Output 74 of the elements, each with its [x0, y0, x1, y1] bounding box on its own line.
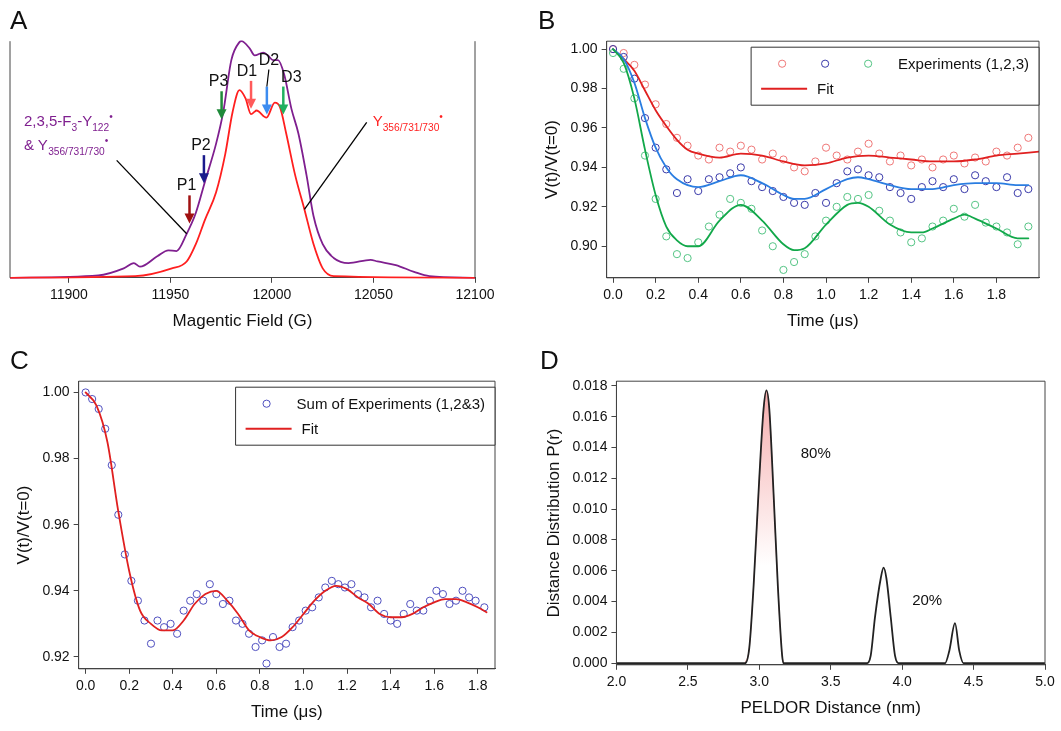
x-tick-label: 0.0	[603, 286, 623, 303]
x-axis-title: Time (μs)	[251, 702, 323, 722]
y-tick-label: 0.92	[42, 647, 70, 664]
x-tick-label: 3.0	[749, 673, 770, 690]
x-tick-label: 0.0	[75, 677, 96, 694]
y-tick-label: 0.96	[570, 118, 598, 135]
legend-label: Experiments (1,2,3)	[898, 54, 1030, 72]
y-tick-label: 0.012	[572, 469, 608, 486]
chart-title: D	[540, 344, 559, 375]
x-tick-label: 0.6	[206, 677, 227, 694]
annotation: 20%	[912, 591, 943, 609]
x-tick-label: 0.4	[163, 677, 183, 694]
x-tick-label: 11900	[49, 286, 89, 303]
x-tick-label: 5.0	[1035, 673, 1055, 690]
legend-label: Fit	[817, 79, 835, 97]
legend-label: Fit	[301, 419, 320, 437]
x-tick-label: 12000	[252, 286, 292, 303]
y-tick-label: 0.018	[572, 376, 608, 393]
y-tick-label: 0.94	[570, 158, 598, 175]
x-tick-label: 1.6	[944, 286, 964, 303]
x-tick-label: 0.6	[731, 286, 751, 303]
y-tick-label: 0.010	[572, 499, 608, 516]
y-tick-label: 0.98	[42, 449, 70, 466]
y-tick-label: 0.006	[572, 561, 608, 578]
x-tick-label: 0.2	[119, 677, 140, 694]
x-tick-label: 1.4	[380, 677, 401, 694]
y-axis-title: V(t)/V(t=0)	[541, 120, 561, 199]
annotation: P3	[208, 72, 229, 90]
y-tick-label: 0.90	[570, 237, 598, 254]
y-tick-label: 0.94	[42, 581, 70, 598]
x-axis-title: PELDOR Distance (nm)	[740, 698, 921, 718]
x-tick-label: 4.5	[963, 673, 984, 690]
x-tick-label: 2.5	[678, 673, 698, 690]
x-tick-label: 1.4	[901, 286, 922, 303]
y-tick-label: 1.00	[42, 383, 70, 400]
chart-title: A	[10, 4, 28, 35]
x-tick-label: 1.2	[858, 286, 879, 303]
x-tick-label: 0.8	[250, 677, 270, 694]
x-tick-label: 12100	[455, 286, 495, 303]
x-tick-label: 1.6	[424, 677, 445, 694]
y-tick-label: 0.98	[570, 79, 598, 96]
annotation: P2	[191, 136, 211, 154]
x-tick-label: 1.8	[986, 286, 1007, 303]
y-tick-label: 0.016	[572, 407, 608, 424]
chart-title: C	[10, 344, 29, 375]
y-axis-title: V(t)/V(t=0)	[13, 485, 33, 565]
y-tick-label: 0.008	[572, 530, 608, 547]
y-axis-title: Distance Distribution P(r)	[543, 428, 563, 618]
chart-title: B	[538, 4, 556, 35]
annotation: P1	[176, 176, 197, 194]
y-tick-label: 0.002	[572, 623, 608, 640]
x-tick-label: 3.5	[820, 673, 841, 690]
annotation: 80%	[800, 443, 831, 461]
y-tick-label: 1.00	[570, 39, 598, 56]
x-tick-label: 1.8	[468, 677, 488, 694]
legend-label: Sum of Experiments (1,2&3)	[296, 394, 486, 412]
x-tick-label: 2.0	[606, 673, 627, 690]
x-tick-label: 11950	[151, 286, 190, 303]
y-tick-label: 0.92	[570, 197, 598, 214]
x-tick-label: 1.2	[337, 677, 358, 694]
annotation: D1	[236, 61, 258, 79]
x-axis-title: Magentic Field (G)	[172, 311, 313, 331]
x-tick-label: 4.0	[892, 673, 913, 690]
x-tick-label: 0.8	[773, 286, 794, 303]
x-tick-label: 0.4	[688, 286, 709, 303]
x-tick-label: 1.0	[816, 286, 836, 303]
y-tick-label: 0.004	[572, 592, 608, 609]
y-tick-label: 0.000	[572, 654, 608, 671]
x-axis-title: Time (μs)	[787, 311, 859, 331]
y-tick-label: 0.96	[42, 515, 70, 532]
y-tick-label: 0.014	[572, 438, 608, 455]
x-tick-label: 0.2	[645, 286, 666, 303]
x-tick-label: 1.0	[293, 677, 314, 694]
x-tick-label: 12050	[354, 286, 394, 303]
